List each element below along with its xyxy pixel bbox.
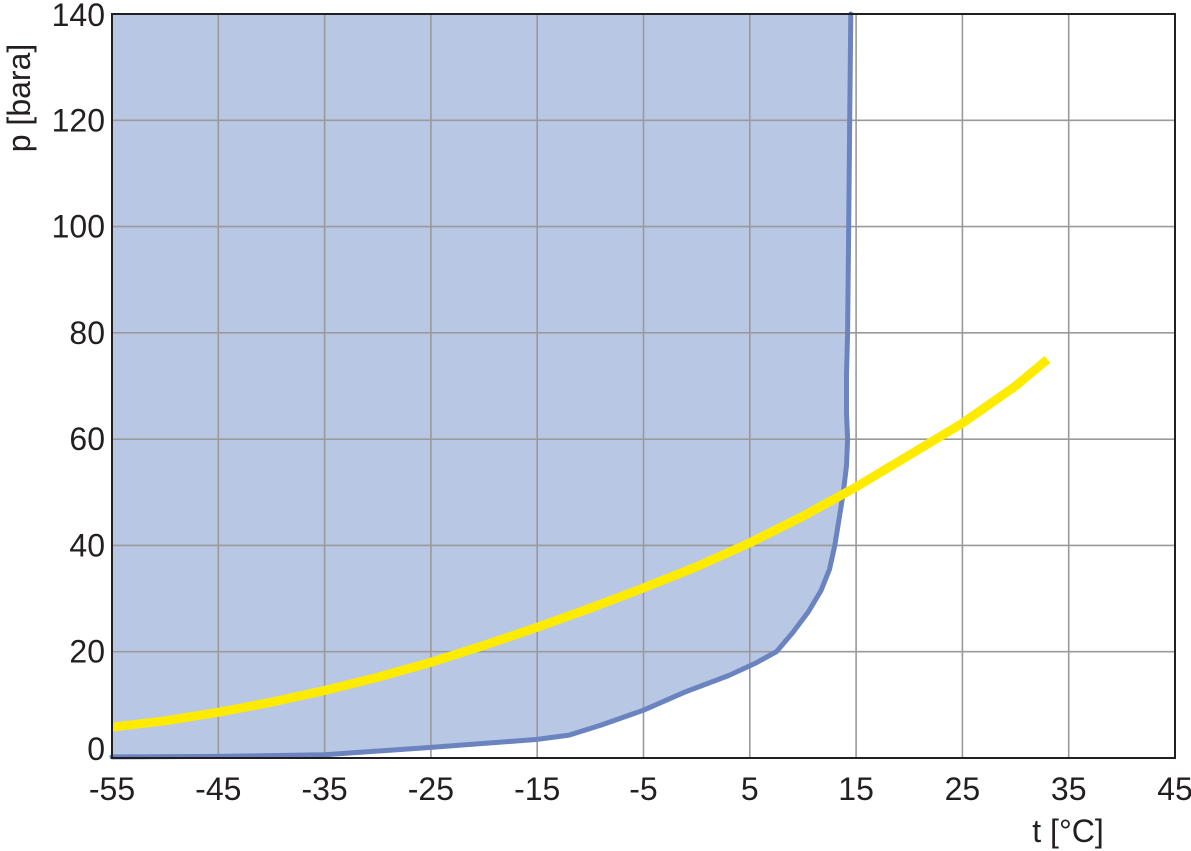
x-tick-label: 35 xyxy=(1051,771,1087,807)
y-tick-label: 100 xyxy=(52,209,105,245)
x-axis-title: t [°C] xyxy=(1032,813,1103,849)
series-layer xyxy=(109,11,1051,760)
x-tick-label: -15 xyxy=(514,771,560,807)
grid xyxy=(112,14,1175,758)
y-tick-label: 60 xyxy=(69,421,105,457)
y-tick-label: 20 xyxy=(69,634,105,670)
y-tick-label: 140 xyxy=(52,0,105,33)
y-tick-label: 40 xyxy=(69,527,105,563)
x-tick-label: -45 xyxy=(195,771,241,807)
plot-frame xyxy=(111,13,1176,759)
hydrate-region-fill xyxy=(112,14,851,757)
x-tick-label: 15 xyxy=(838,771,874,807)
y-tick-label: 120 xyxy=(52,102,105,138)
y-axis-title: p [bara] xyxy=(1,44,37,153)
x-tick-label: 45 xyxy=(1157,771,1191,807)
x-axis-ticks: -55 -45 -35 -25 -15 -5 5 15 25 35 45 xyxy=(89,771,1191,807)
y-tick-label: 0 xyxy=(87,731,105,767)
x-tick-label: -35 xyxy=(301,771,347,807)
y-tick-label: 80 xyxy=(69,315,105,351)
x-tick-label: -5 xyxy=(629,771,657,807)
x-tick-label: -25 xyxy=(408,771,454,807)
x-tick-label: 5 xyxy=(741,771,759,807)
y-axis-ticks: 0 20 40 60 80 100 120 140 xyxy=(52,0,105,767)
hydrate-boundary-curve xyxy=(109,11,854,760)
x-tick-label: -55 xyxy=(89,771,135,807)
pressure-temperature-line xyxy=(111,355,1051,732)
x-tick-label: 25 xyxy=(945,771,981,807)
